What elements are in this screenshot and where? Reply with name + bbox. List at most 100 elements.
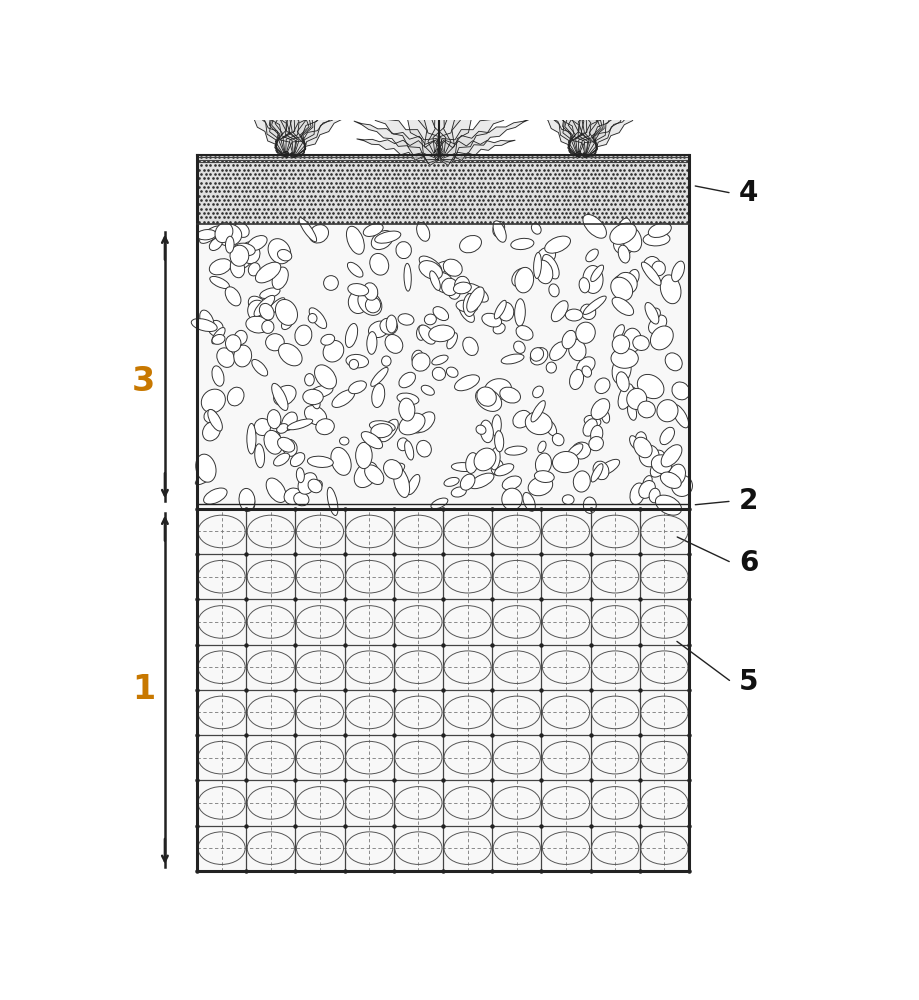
Ellipse shape	[595, 378, 609, 394]
Ellipse shape	[369, 421, 395, 432]
Ellipse shape	[277, 424, 288, 433]
Polygon shape	[533, 43, 587, 157]
Ellipse shape	[473, 448, 495, 471]
Ellipse shape	[248, 296, 268, 317]
Ellipse shape	[437, 36, 441, 43]
Polygon shape	[549, 21, 590, 156]
Ellipse shape	[525, 412, 551, 435]
Ellipse shape	[414, 412, 435, 432]
Ellipse shape	[437, 51, 441, 59]
Text: 4: 4	[738, 179, 757, 207]
Text: 3: 3	[131, 365, 155, 398]
Ellipse shape	[490, 448, 500, 470]
Ellipse shape	[331, 447, 351, 475]
Ellipse shape	[463, 293, 476, 316]
Ellipse shape	[446, 367, 458, 377]
Ellipse shape	[634, 432, 646, 447]
Ellipse shape	[584, 415, 600, 427]
Ellipse shape	[429, 271, 440, 290]
Ellipse shape	[262, 320, 274, 333]
Ellipse shape	[395, 242, 411, 259]
Ellipse shape	[465, 453, 478, 473]
Ellipse shape	[501, 488, 522, 510]
Ellipse shape	[502, 476, 521, 490]
Ellipse shape	[225, 335, 241, 352]
Ellipse shape	[433, 307, 448, 321]
Ellipse shape	[278, 437, 294, 452]
Ellipse shape	[544, 420, 556, 436]
Ellipse shape	[374, 231, 401, 243]
Ellipse shape	[416, 222, 429, 241]
Ellipse shape	[367, 332, 377, 354]
Ellipse shape	[211, 334, 225, 344]
Ellipse shape	[211, 366, 223, 386]
Ellipse shape	[532, 386, 543, 398]
Ellipse shape	[466, 287, 483, 312]
Ellipse shape	[412, 350, 423, 364]
Ellipse shape	[346, 354, 369, 368]
Ellipse shape	[529, 348, 548, 365]
Polygon shape	[275, 0, 302, 155]
Ellipse shape	[397, 438, 408, 451]
Ellipse shape	[312, 480, 322, 490]
Ellipse shape	[241, 243, 260, 264]
Ellipse shape	[644, 302, 658, 324]
Ellipse shape	[535, 453, 550, 475]
Ellipse shape	[661, 445, 681, 467]
Ellipse shape	[617, 218, 630, 243]
Ellipse shape	[544, 236, 570, 253]
Polygon shape	[358, 51, 443, 158]
Ellipse shape	[332, 390, 355, 407]
Ellipse shape	[397, 393, 418, 405]
Ellipse shape	[272, 267, 288, 289]
Ellipse shape	[406, 474, 419, 495]
Ellipse shape	[651, 455, 671, 474]
Ellipse shape	[671, 475, 692, 496]
Ellipse shape	[566, 444, 583, 458]
Ellipse shape	[307, 456, 333, 467]
Ellipse shape	[296, 468, 304, 483]
Ellipse shape	[629, 387, 639, 408]
Ellipse shape	[650, 453, 671, 477]
Ellipse shape	[641, 262, 661, 285]
Ellipse shape	[626, 388, 646, 409]
Polygon shape	[280, 0, 343, 157]
Ellipse shape	[629, 436, 638, 449]
Ellipse shape	[191, 319, 217, 332]
Ellipse shape	[269, 432, 279, 444]
Ellipse shape	[252, 359, 267, 376]
Ellipse shape	[281, 318, 292, 330]
Polygon shape	[287, 69, 369, 158]
Ellipse shape	[365, 297, 380, 313]
Ellipse shape	[664, 353, 682, 371]
Ellipse shape	[537, 247, 555, 264]
Ellipse shape	[499, 387, 520, 403]
Ellipse shape	[197, 230, 216, 240]
Polygon shape	[579, 97, 657, 158]
Ellipse shape	[549, 284, 559, 297]
Ellipse shape	[267, 239, 290, 264]
Bar	[197, 224, 688, 509]
Ellipse shape	[533, 252, 541, 278]
Ellipse shape	[416, 325, 426, 340]
Ellipse shape	[282, 439, 297, 456]
Ellipse shape	[314, 365, 336, 389]
Ellipse shape	[386, 315, 396, 333]
Ellipse shape	[233, 345, 252, 367]
Ellipse shape	[460, 235, 481, 253]
Polygon shape	[437, 94, 536, 160]
Ellipse shape	[447, 333, 457, 349]
Ellipse shape	[513, 341, 525, 353]
Ellipse shape	[516, 326, 532, 340]
Ellipse shape	[454, 375, 479, 391]
Ellipse shape	[652, 261, 664, 276]
Ellipse shape	[255, 262, 280, 283]
Polygon shape	[288, 94, 369, 158]
Ellipse shape	[538, 441, 546, 453]
Ellipse shape	[514, 299, 525, 326]
Ellipse shape	[247, 236, 267, 251]
Ellipse shape	[308, 314, 317, 323]
Ellipse shape	[549, 342, 566, 361]
Ellipse shape	[632, 336, 649, 350]
Ellipse shape	[278, 343, 301, 366]
